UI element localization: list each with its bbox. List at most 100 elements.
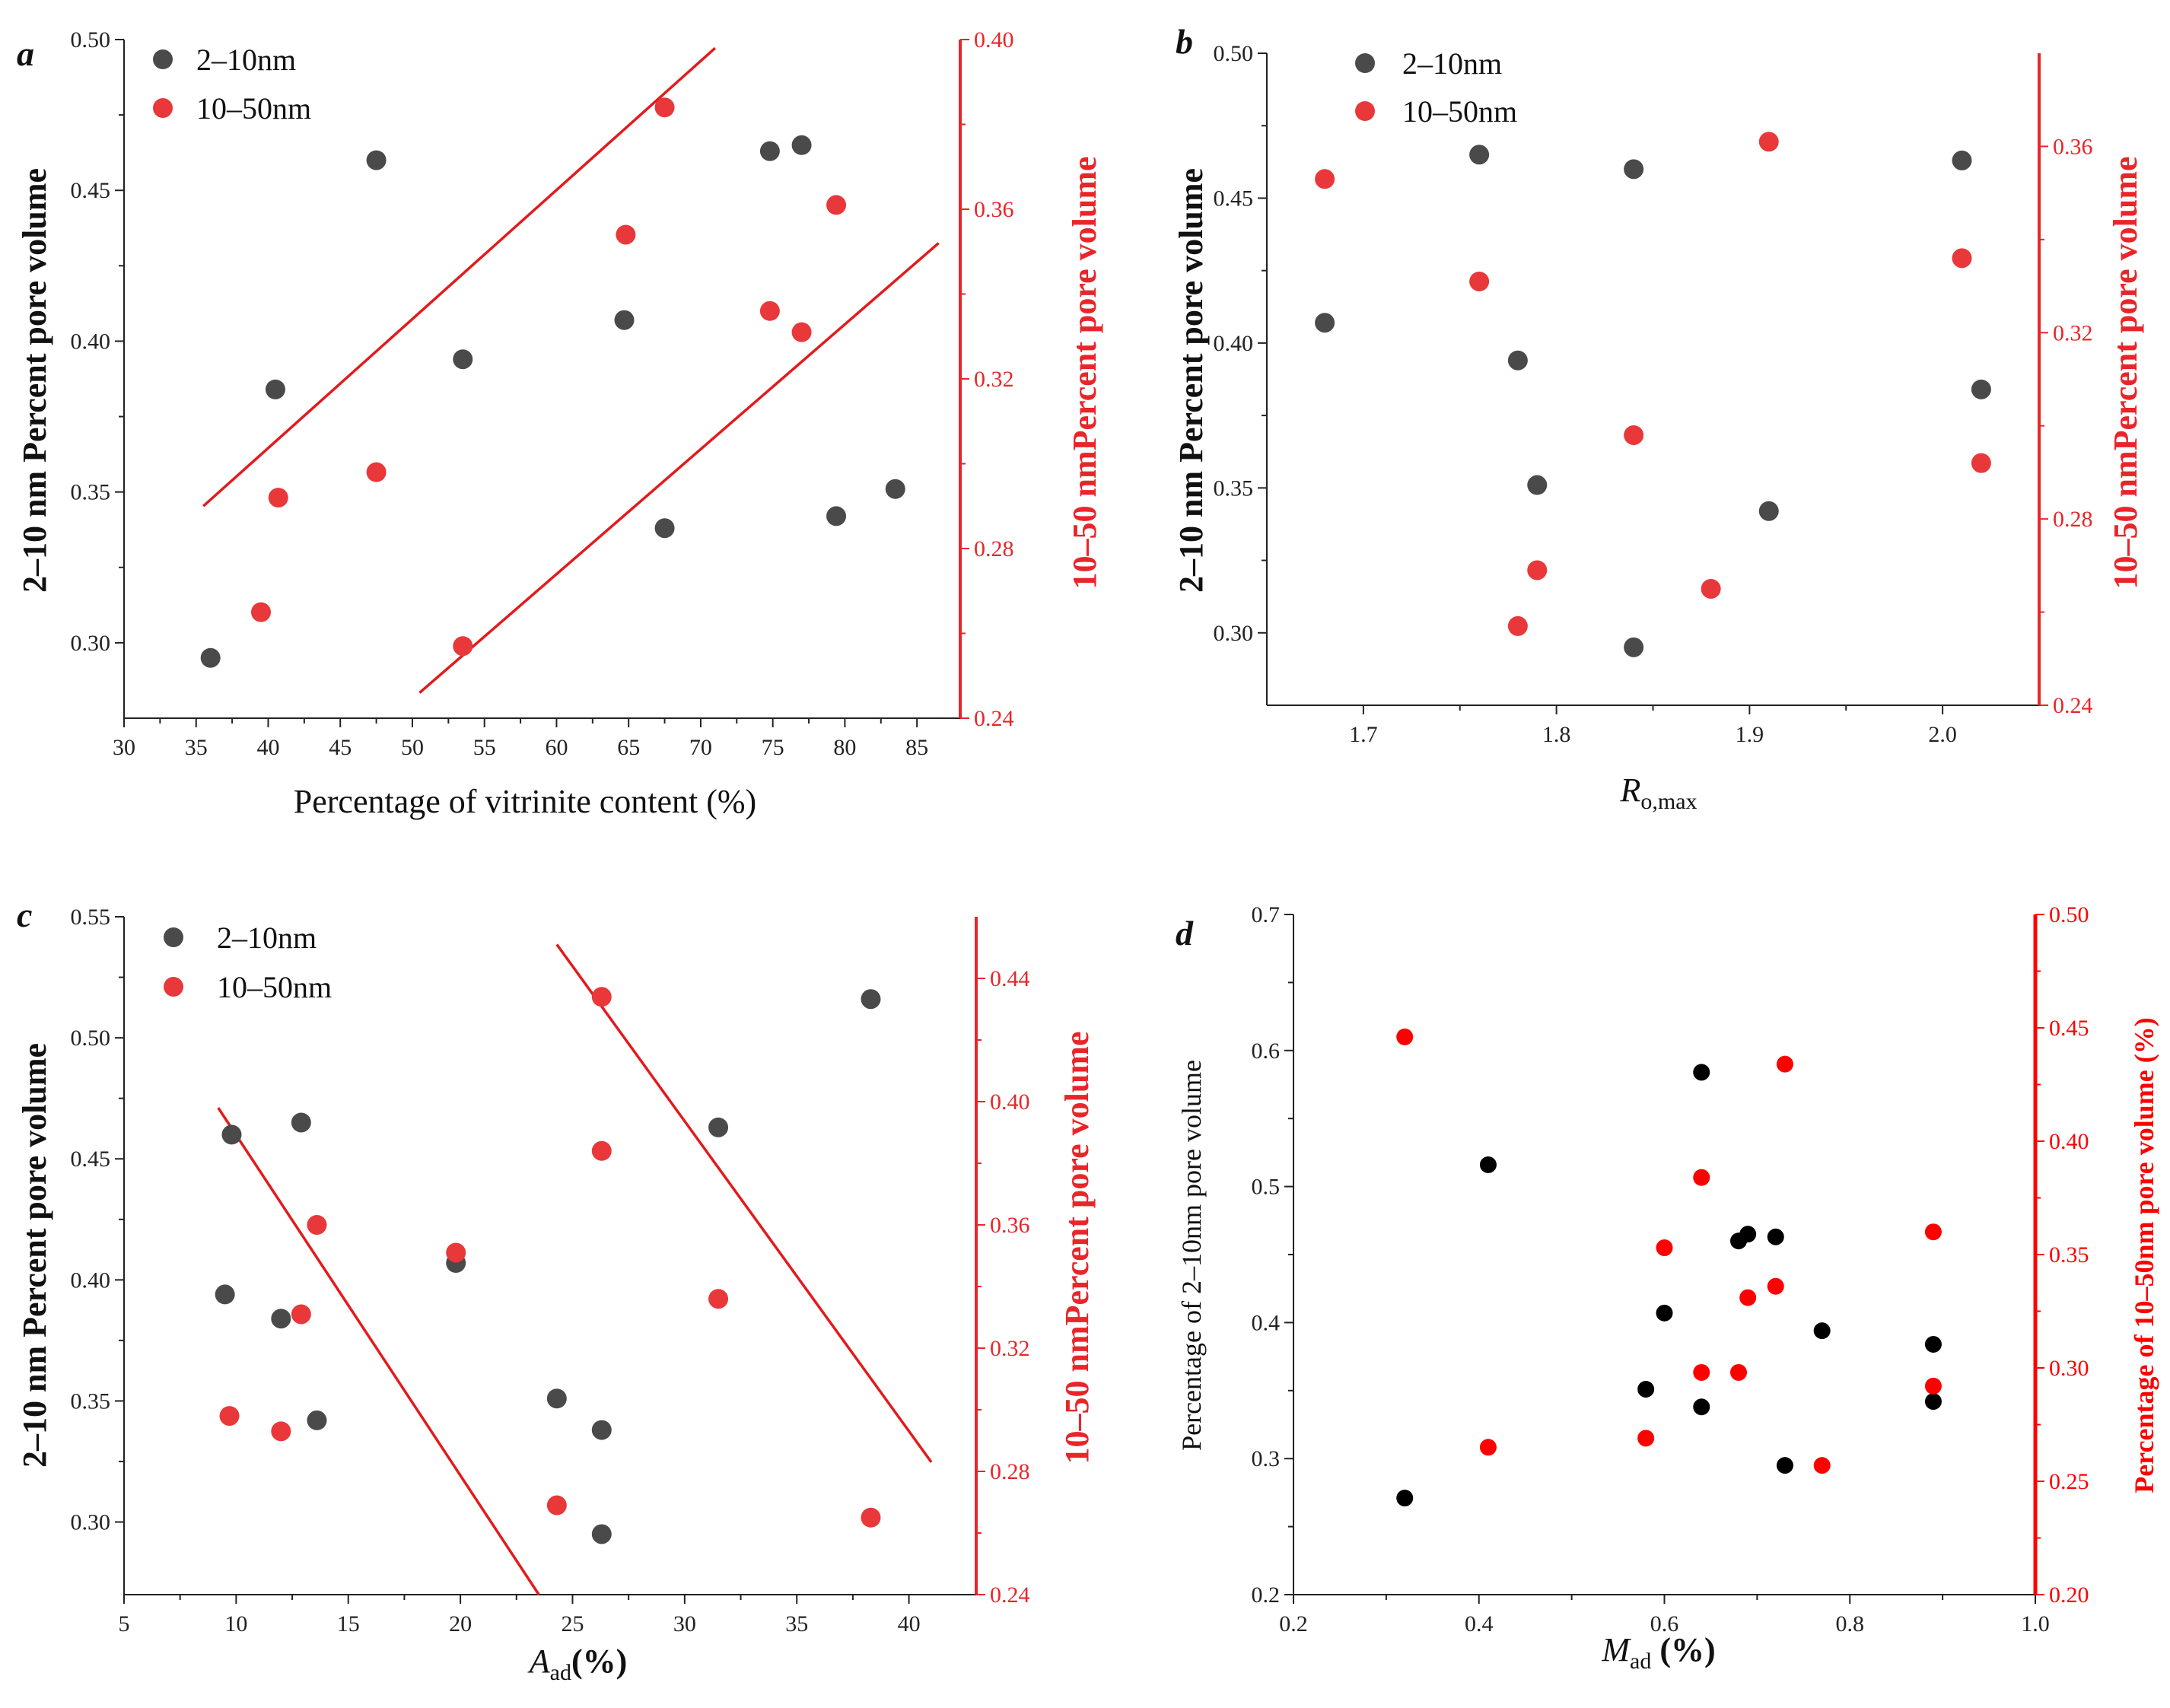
point-10-50nm — [366, 462, 387, 482]
point-10-50nm — [1767, 1277, 1784, 1295]
trendline-1 — [202, 46, 717, 507]
point-10-50nm — [1813, 1457, 1831, 1474]
x-tick-label: 35 — [785, 1611, 808, 1636]
x-axis-label-sub: ad — [1630, 1649, 1651, 1674]
point-10-50nm — [591, 1140, 612, 1161]
x-tick-label: 65 — [617, 735, 640, 760]
y-tick-label: 0.40 — [1214, 331, 1254, 356]
point-10-50nm — [591, 987, 612, 1007]
point-2-10nm — [1813, 1322, 1831, 1340]
y-tick-label: 0.35 — [71, 480, 111, 505]
point-2-10nm — [1637, 1381, 1655, 1398]
x-tick-label: 20 — [449, 1611, 472, 1636]
x-tick-label: 50 — [401, 735, 424, 760]
y2-tick-label: 0.40 — [990, 1089, 1030, 1115]
x-tick-label: 1.8 — [1542, 722, 1571, 747]
y-tick-label: 0.50 — [1214, 41, 1254, 66]
point-2-10nm — [307, 1410, 327, 1430]
panel-c: c 5 10 15 20 25 30 35 40 0.30 0.35 0.40 0.45 0.50 0.5… — [16, 895, 1096, 1685]
y2-tick-label: 0.28 — [990, 1459, 1030, 1484]
point-2-10nm — [200, 647, 221, 668]
point-10-50nm — [546, 1495, 567, 1516]
point-2-10nm — [791, 135, 812, 155]
panel-b-legend: 2–10nm 10–50nm — [1355, 46, 1517, 129]
point-10-50nm — [271, 1421, 291, 1442]
y2-tick-label: 0.24 — [974, 706, 1014, 731]
x-axis-label-main: M — [1601, 1631, 1631, 1668]
legend-marker-10-50nm — [164, 977, 183, 997]
y2-tick-label: 0.25 — [2049, 1469, 2089, 1494]
point-10-50nm — [1656, 1239, 1673, 1257]
point-10-50nm — [1396, 1028, 1414, 1045]
point-2-10nm — [759, 141, 780, 161]
point-2-10nm — [1527, 475, 1548, 495]
panel-b-letter: b — [1176, 22, 1193, 61]
y-tick-label: 0.45 — [71, 1147, 111, 1172]
x-axis-label-suffix: (%) — [571, 1643, 627, 1680]
x-tick-label: 70 — [689, 735, 712, 760]
point-2-10nm — [291, 1112, 311, 1133]
point-2-10nm — [1767, 1228, 1784, 1245]
x-tick-label: 0.4 — [1465, 1611, 1494, 1636]
point-2-10nm — [221, 1124, 242, 1145]
y-tick-label: 0.30 — [71, 631, 111, 656]
point-10-50nm — [654, 97, 675, 118]
trendline-2 — [418, 242, 940, 694]
x-axis-label: Mad (%) — [1601, 1631, 1715, 1674]
y-tick-label: 0.50 — [71, 27, 111, 52]
point-10-50nm — [1776, 1055, 1793, 1073]
y2-tick-label: 0.28 — [2053, 507, 2093, 532]
point-10-50nm — [1479, 1439, 1497, 1456]
y-tick-label: 0.30 — [1214, 621, 1254, 646]
y-tick-label: 0.7 — [1252, 902, 1281, 927]
point-2-10nm — [1693, 1398, 1710, 1416]
point-2-10nm — [453, 349, 473, 370]
point-2-10nm — [1479, 1156, 1497, 1173]
x-tick-label: 45 — [329, 735, 352, 760]
point-2-10nm — [1469, 145, 1490, 165]
x-axis-label: Aad(%) — [527, 1643, 628, 1685]
y2-axis-label: 10–50 nmPercent pore volume — [2107, 156, 2144, 589]
point-10-50nm — [708, 1289, 729, 1309]
x-axis-label-main: A — [527, 1643, 551, 1680]
x-axis-label-sub: o,max — [1640, 789, 1697, 814]
y-tick-label: 0.40 — [71, 1267, 111, 1293]
y-tick-label: 0.30 — [71, 1510, 111, 1535]
y-tick-label: 0.55 — [71, 905, 111, 930]
point-2-10nm — [1315, 313, 1335, 333]
y-axis-label: Percentage of 2–10nm pore volume — [1176, 1060, 1207, 1451]
y-tick-label: 0.40 — [71, 329, 111, 354]
legend-label-10-50nm: 10–50nm — [1402, 94, 1517, 129]
point-2-10nm — [614, 310, 635, 330]
y2-tick-label: 0.30 — [2049, 1356, 2089, 1381]
legend-marker-2-10nm — [1355, 53, 1375, 73]
x-tick-label: 30 — [113, 735, 135, 760]
y-tick-label: 0.35 — [1214, 476, 1254, 501]
y2-tick-label: 0.36 — [2053, 134, 2093, 159]
panel-c-legend: 2–10nm 10–50nm — [164, 921, 332, 1004]
y-tick-label: 0.3 — [1252, 1446, 1281, 1471]
point-10-50nm — [268, 488, 288, 508]
x-tick-label: 60 — [545, 735, 568, 760]
point-10-50nm — [1527, 560, 1548, 580]
legend-label-10-50nm: 10–50nm — [217, 970, 332, 1004]
y2-tick-label: 0.40 — [2049, 1129, 2089, 1154]
x-axis-label-main: R — [1619, 771, 1640, 809]
point-2-10nm — [1693, 1064, 1710, 1081]
point-2-10nm — [861, 989, 881, 1010]
x-tick-label: 80 — [833, 735, 856, 760]
x-tick-label: 0.2 — [1279, 1611, 1308, 1636]
x-tick-label: 35 — [185, 735, 208, 760]
trendline-1 — [217, 1107, 540, 1595]
point-10-50nm — [1952, 248, 1972, 269]
y2-tick-label: 0.32 — [2053, 320, 2093, 345]
legend-label-2-10nm: 2–10nm — [217, 921, 317, 955]
legend-label-10-50nm: 10–50nm — [196, 91, 311, 126]
point-10-50nm — [1315, 169, 1335, 189]
x-tick-label: 55 — [473, 735, 496, 760]
point-10-50nm — [1693, 1169, 1710, 1186]
x-tick-label: 1.7 — [1349, 722, 1378, 747]
legend-label-2-10nm: 2–10nm — [1402, 46, 1502, 81]
point-2-10nm — [1739, 1226, 1757, 1243]
